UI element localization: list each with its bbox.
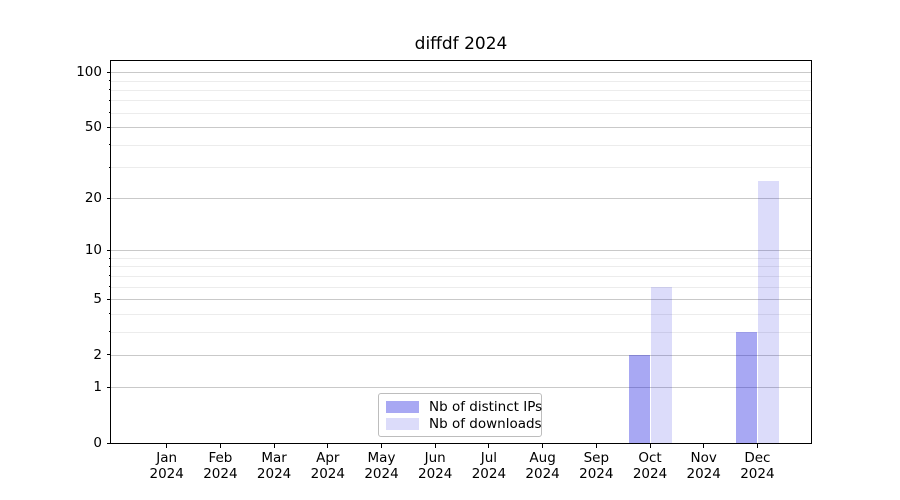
y-gridline-major — [111, 387, 811, 389]
y-tickmark-major — [106, 386, 111, 388]
x-tick-label-jan: Jan 2024 — [149, 450, 184, 482]
x-tick-label-sep: Sep 2024 — [579, 450, 614, 482]
bar-downloads-oct — [650, 286, 672, 443]
y-tick-label: 2 — [93, 346, 102, 363]
y-tickmark-major — [106, 298, 111, 300]
x-tick-label-aug: Aug 2024 — [525, 450, 560, 482]
y-gridline-major — [111, 299, 811, 300]
y-tickmark-major — [106, 354, 111, 356]
distinct-ips-swatch-icon — [386, 401, 419, 413]
x-tickmark — [595, 444, 597, 448]
y-tickmark-minor — [108, 89, 111, 91]
y-gridline-minor — [111, 331, 811, 333]
y-tickmark-major — [106, 71, 111, 73]
legend-label-downloads: Nb of downloads — [429, 416, 542, 432]
x-tick-label-mar: Mar 2024 — [256, 450, 292, 482]
y-gridline-major — [111, 72, 811, 74]
y-tickmark-minor — [108, 80, 111, 81]
y-gridline-minor — [111, 100, 811, 102]
x-tickmark — [542, 444, 544, 448]
y-tick-label: 50 — [84, 119, 102, 135]
y-gridline-minor — [111, 275, 811, 277]
y-tickmark-major — [106, 442, 111, 444]
x-tick-label-may: May 2024 — [364, 450, 399, 482]
y-gridline-minor — [111, 112, 811, 114]
y-gridline-minor — [111, 286, 811, 288]
y-gridline-minor — [111, 313, 811, 315]
y-gridline-major — [111, 127, 811, 128]
x-tick-label-dec: Dec 2024 — [740, 450, 775, 482]
y-tick-label: 1 — [93, 379, 102, 396]
y-gridline-major — [111, 250, 811, 252]
plot-area — [110, 60, 812, 444]
y-gridline-major — [111, 354, 811, 356]
bar-distinct-ips-dec — [735, 331, 757, 443]
y-tickmark-minor — [108, 166, 111, 168]
y-tickmark-minor — [108, 144, 111, 146]
y-tickmark-minor — [108, 99, 111, 101]
y-tickmark-major — [106, 126, 111, 128]
y-tickmark-minor — [108, 265, 111, 267]
y-gridline-minor — [111, 80, 811, 82]
chart-title: diffdf 2024 — [414, 34, 508, 54]
y-tickmark-major — [106, 249, 111, 251]
x-tickmark — [756, 444, 758, 448]
legend-label-distinct-ips: Nb of distinct IPs — [429, 399, 543, 415]
y-tickmark-minor — [108, 257, 111, 259]
bars-layer — [111, 61, 811, 443]
x-tick-label-apr: Apr 2024 — [310, 450, 345, 482]
y-tickmark-minor — [108, 286, 111, 288]
y-tickmark-minor — [108, 112, 111, 114]
y-gridline-minor — [111, 144, 811, 146]
x-tickmark — [273, 444, 275, 448]
y-gridline-minor — [111, 167, 811, 168]
gridlines-layer — [111, 61, 811, 443]
x-tickmark — [488, 444, 490, 448]
x-tickmark — [649, 444, 651, 448]
x-tick-label-nov: Nov 2024 — [686, 450, 721, 482]
x-tick-label-jun: Jun 2024 — [418, 450, 453, 482]
y-gridline-minor — [111, 258, 811, 259]
downloads-swatch-icon — [386, 418, 419, 430]
x-tickmark — [381, 444, 382, 448]
bar-distinct-ips-oct — [628, 354, 650, 443]
x-tickmark — [434, 444, 436, 448]
x-tick-label-jul: Jul 2024 — [471, 450, 507, 482]
y-tick-label: 10 — [84, 242, 102, 259]
y-tickmark-minor — [108, 313, 111, 315]
x-tickmark — [327, 444, 329, 448]
y-tick-label: 5 — [93, 291, 102, 307]
y-tick-label: 20 — [84, 190, 102, 207]
x-tick-label-feb: Feb 2024 — [203, 450, 238, 482]
x-tickmark — [219, 444, 221, 448]
legend-row-distinct-ips: Nb of distinct IPs — [386, 399, 542, 415]
x-tickmark — [703, 444, 705, 448]
legend-row-downloads: Nb of downloads — [386, 416, 542, 432]
x-tickmark — [166, 444, 168, 448]
y-tickmark-major — [106, 197, 111, 199]
bar-downloads-dec — [757, 181, 779, 443]
y-tick-label: 0 — [93, 435, 102, 451]
y-gridline-major — [111, 198, 811, 200]
y-tickmark-minor — [108, 331, 111, 333]
y-gridline-minor — [111, 89, 811, 91]
y-tick-label: 100 — [76, 64, 102, 81]
x-tick-label-oct: Oct 2024 — [632, 450, 668, 482]
y-tickmark-minor — [108, 275, 111, 277]
y-gridline-minor — [111, 266, 811, 268]
legend: Nb of distinct IPs Nb of downloads — [378, 393, 542, 437]
